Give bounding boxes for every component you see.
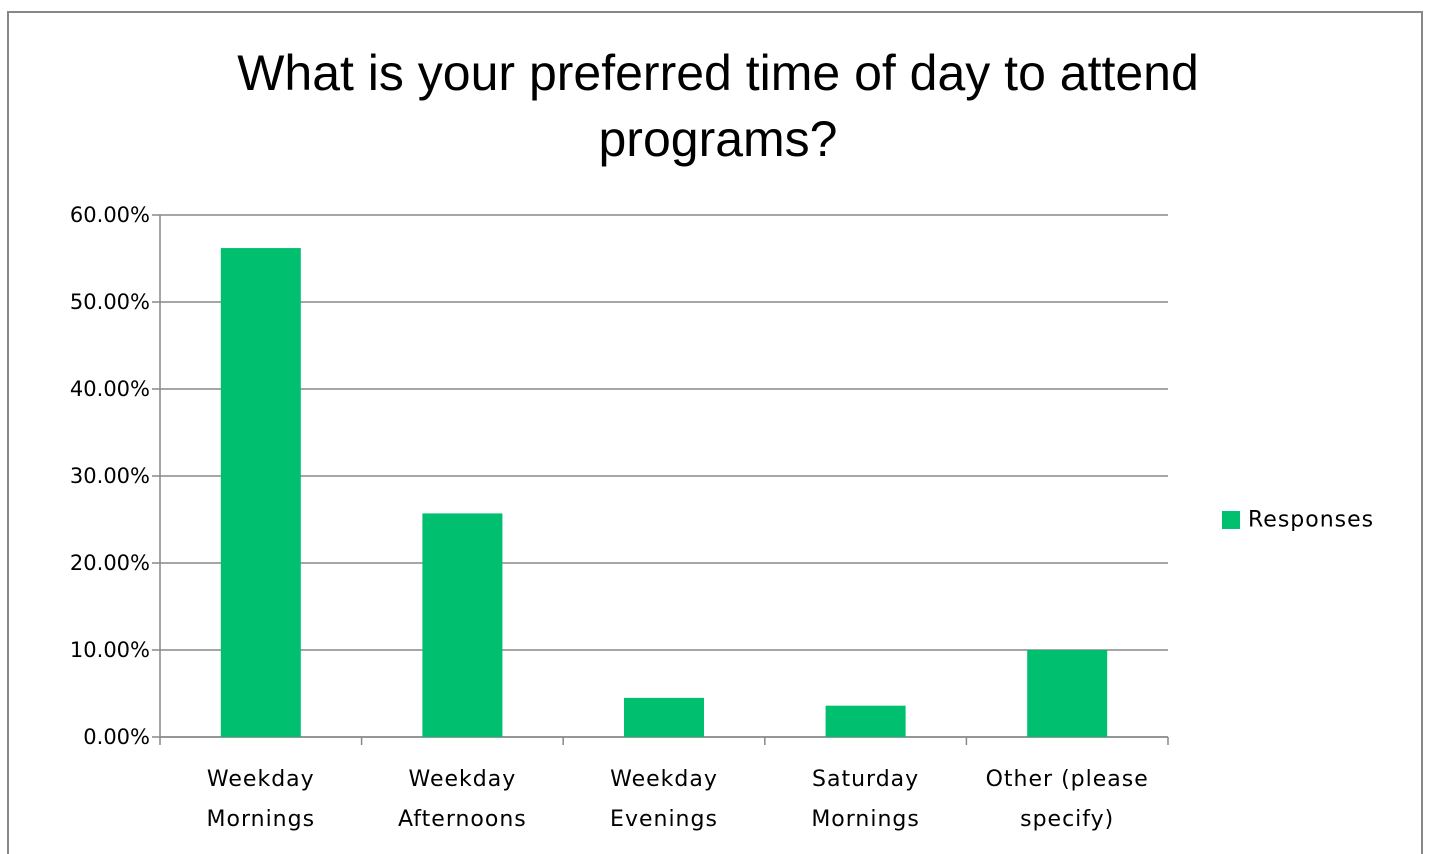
y-tick-label: 30.00% bbox=[69, 464, 150, 488]
chart-title: What is your preferred time of day to at… bbox=[237, 45, 1199, 167]
bar bbox=[422, 513, 503, 737]
x-tick-label: Weekday Mornings bbox=[206, 767, 316, 832]
y-tick-label: 10.00% bbox=[69, 638, 150, 662]
y-tick-label: 60.00% bbox=[69, 203, 150, 227]
bar bbox=[825, 705, 906, 737]
y-tick-label: 40.00% bbox=[69, 377, 150, 401]
x-tick-label: Saturday Mornings bbox=[811, 767, 920, 832]
legend-swatch bbox=[1222, 511, 1240, 529]
y-tick-label: 0.00% bbox=[83, 725, 150, 749]
bar bbox=[220, 248, 301, 737]
bar bbox=[1027, 650, 1108, 737]
x-tick-label: Other (please specify) bbox=[985, 767, 1149, 832]
bar bbox=[624, 697, 704, 737]
legend-label: Responses bbox=[1248, 507, 1375, 533]
x-tick-label: Weekday Evenings bbox=[610, 767, 718, 832]
y-tick-label: 50.00% bbox=[69, 290, 150, 314]
chart-border bbox=[7, 11, 1423, 854]
x-tick-label: Weekday Afternoons bbox=[398, 767, 527, 832]
y-tick-label: 20.00% bbox=[69, 551, 150, 575]
